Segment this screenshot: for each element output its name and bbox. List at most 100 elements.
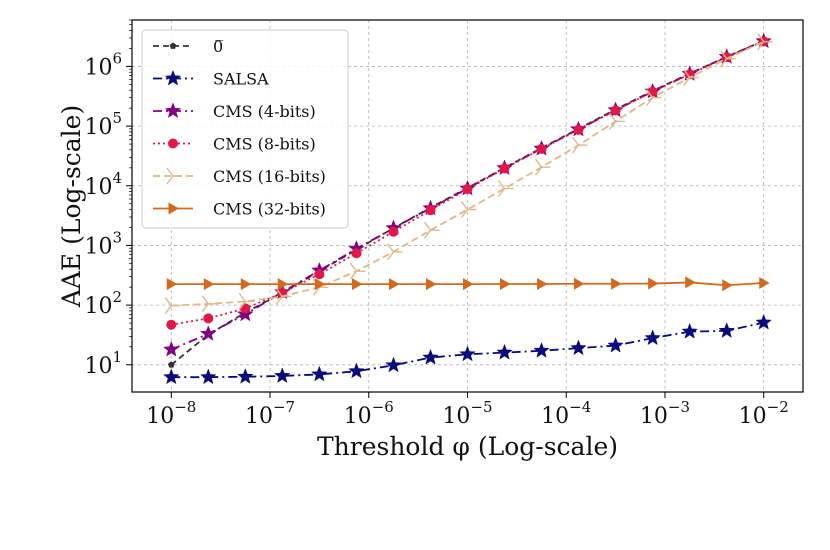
data-point <box>683 69 699 87</box>
data-point <box>757 33 773 51</box>
legend-item: SALSA <box>153 70 269 89</box>
data-point <box>460 201 477 218</box>
data-point <box>718 322 735 338</box>
data-point <box>237 368 254 384</box>
data-point <box>573 124 584 135</box>
data-point <box>314 278 326 291</box>
data-point <box>573 277 585 290</box>
data-point <box>463 278 474 291</box>
legend-item: 0̅ <box>153 37 223 56</box>
data-point <box>425 205 436 216</box>
y-axis-label: AAE (Log-scale) <box>57 105 86 308</box>
legend-box <box>141 29 349 229</box>
series-line <box>171 321 764 379</box>
legend-label: CMS (8-bits) <box>213 135 316 154</box>
legend-marker <box>164 102 182 119</box>
legend-label: CMS (4-bits) <box>213 102 316 121</box>
data-point <box>609 112 625 130</box>
data-point <box>277 278 289 291</box>
x-tick-label: 10−8 <box>146 398 196 429</box>
legend-marker <box>168 202 179 215</box>
data-point <box>240 303 251 314</box>
series-5 <box>166 276 770 292</box>
data-point <box>386 243 403 261</box>
data-point <box>459 345 476 362</box>
legend-item: CMS (32-bits) <box>153 200 326 219</box>
data-point <box>388 226 399 237</box>
data-point <box>681 322 698 339</box>
data-point <box>534 158 551 176</box>
data-point <box>571 136 588 154</box>
data-point <box>349 262 366 280</box>
data-point <box>200 368 217 385</box>
series-layer <box>163 32 773 385</box>
data-point <box>462 184 473 195</box>
x-tick-label: 10−6 <box>344 398 394 429</box>
y-tick-label: 102 <box>84 288 122 319</box>
legend-label: CMS (16-bits) <box>213 167 326 186</box>
x-tick-label: 10−2 <box>739 398 789 429</box>
data-point <box>759 276 770 289</box>
y-tick-label: 103 <box>84 228 122 259</box>
legend: 0̅ SALSA CMS (4-bits) CMS (8-bits) CMS (16-b… <box>141 29 349 229</box>
series-line <box>171 40 765 326</box>
data-point <box>275 287 292 305</box>
ticks: 10−8 10−7 10−6 10−5 10−4 10−3 10−2 101 102 103 104… <box>84 19 789 429</box>
legend-label: SALSA <box>213 70 269 89</box>
data-point <box>166 319 177 330</box>
series-line <box>171 40 765 307</box>
data-point <box>164 297 181 315</box>
x-tick-label: 10−3 <box>640 398 690 429</box>
data-point <box>497 180 514 197</box>
data-point <box>647 86 658 97</box>
data-point <box>348 362 365 379</box>
data-point <box>201 295 218 313</box>
data-point <box>610 105 621 116</box>
data-point <box>720 50 736 68</box>
x-axis-label: Threshold φ (Log-scale) <box>317 432 618 461</box>
legend-marker <box>166 167 182 185</box>
data-point <box>388 278 400 291</box>
data-point <box>167 361 175 368</box>
data-point <box>273 367 291 383</box>
data-point <box>238 293 255 310</box>
data-point <box>426 278 437 291</box>
data-point <box>644 329 661 346</box>
legend-item: CMS (4-bits) <box>153 102 316 121</box>
data-point <box>533 342 550 358</box>
data-point <box>536 143 547 154</box>
data-point <box>423 221 440 239</box>
data-point <box>351 248 362 259</box>
legend-marker <box>169 42 177 49</box>
data-point <box>311 365 328 382</box>
y-tick-label: 104 <box>84 169 122 200</box>
data-point <box>166 278 178 291</box>
data-point <box>685 276 696 289</box>
data-point <box>163 340 180 357</box>
data-point <box>163 368 180 385</box>
data-point <box>648 277 659 290</box>
data-point <box>385 356 402 373</box>
x-tick-label: 10−4 <box>541 398 591 429</box>
data-point <box>722 279 733 292</box>
data-point <box>499 163 510 174</box>
data-point <box>607 336 624 353</box>
data-point <box>200 325 217 341</box>
data-point <box>496 343 513 360</box>
y-tick-label: 106 <box>84 49 122 80</box>
data-point <box>570 339 587 356</box>
data-point <box>611 277 622 290</box>
y-tick-label: 101 <box>84 348 122 379</box>
legend-item: CMS (8-bits) <box>153 135 316 154</box>
legend-item: CMS (16-bits) <box>153 167 326 186</box>
x-tick-label: 10−5 <box>442 398 492 429</box>
data-point <box>203 278 215 291</box>
data-point <box>314 269 325 280</box>
y-tick-label: 105 <box>84 109 122 140</box>
data-point <box>537 277 548 290</box>
data-point <box>755 313 772 330</box>
series-1 <box>163 313 772 385</box>
data-point <box>237 305 254 322</box>
legend-marker <box>168 138 178 149</box>
